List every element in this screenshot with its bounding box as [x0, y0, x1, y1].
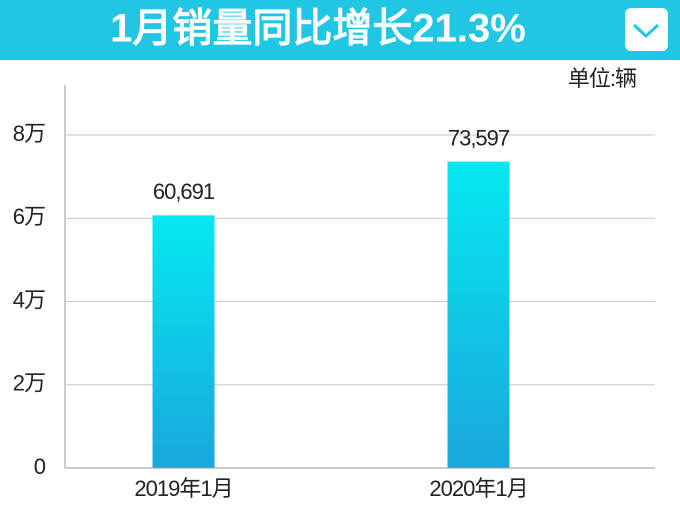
- unit-label: 单位:辆: [568, 66, 636, 91]
- dropdown-button[interactable]: [625, 8, 668, 51]
- bar: [447, 161, 510, 468]
- y-tick-label: 0: [34, 454, 46, 479]
- bar: [152, 215, 215, 468]
- y-tick-label: 8万: [13, 121, 45, 146]
- x-tick-label: 2020年1月: [429, 476, 527, 501]
- value-label: 73,597: [448, 125, 510, 150]
- value-label: 60,691: [153, 179, 215, 204]
- y-tick-label: 2万: [13, 371, 45, 396]
- y-tick-label: 6万: [13, 204, 45, 229]
- title-bar: [0, 0, 680, 60]
- x-tick-label: 2019年1月: [134, 476, 232, 501]
- chart-title: 1月销量同比增长21.3%: [110, 7, 526, 51]
- y-tick-label: 4万: [13, 287, 45, 312]
